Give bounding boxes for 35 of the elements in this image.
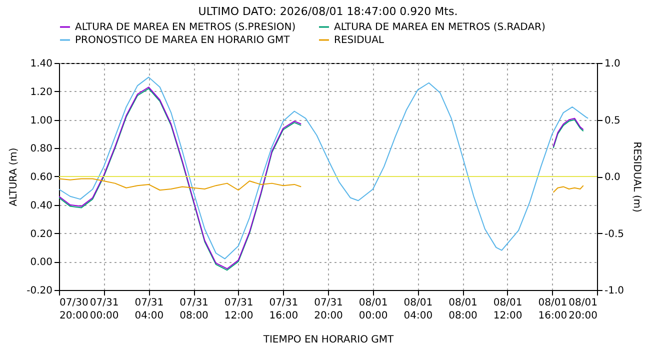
y2-tick-label: -0.5: [604, 228, 624, 240]
x-tick-label: 07/31 08:00: [180, 298, 208, 322]
x-tick-label: 07/31 00:00: [90, 298, 119, 322]
y-tick-label: 1.00: [30, 115, 52, 126]
y-tick-label: 1.20: [30, 86, 52, 98]
legend-label: ALTURA DE MAREA EN METROS (S.RADAR): [334, 22, 546, 33]
legend-label: ALTURA DE MAREA EN METROS (S.PRESION): [75, 22, 296, 33]
y2-tick-label: -1.0: [604, 286, 624, 296]
y2-tick-label: 0.0: [604, 172, 620, 183]
y-axis-title: ALTURA (m): [8, 148, 20, 206]
x-tick-label: 08/01 04:00: [404, 298, 433, 322]
y-tick-label: 0.60: [30, 172, 52, 183]
y2-axis-title: RESIDUAL (m): [631, 142, 642, 212]
y-tick-label: 0.40: [30, 200, 52, 212]
x-tick-label: 08/01 12:00: [493, 298, 522, 322]
x-tick-label: 07/31 16:00: [269, 298, 298, 322]
x-tick-label: 07/31 20:00: [314, 298, 343, 322]
x-axis-title: TIEMPO EN HORARIO GMT: [262, 334, 395, 346]
y2-tick-label: 1.0: [604, 58, 620, 70]
chart-title: ULTIMO DATO: 2026/08/01 18:47:00 0.920 Mts.: [198, 5, 458, 18]
y-tick-label: 1.40: [30, 58, 52, 70]
x-tick-label: 08/01 00:00: [358, 298, 388, 322]
x-tick-label: 07/31 12:00: [224, 298, 254, 322]
x-tick-label: 07/31 04:00: [134, 298, 164, 322]
legend-label: RESIDUAL: [334, 35, 384, 46]
x-tick-label: 08/01 16:00: [538, 298, 568, 322]
y-tick-label: 0.20: [30, 228, 52, 240]
y-tick-label: 0.80: [30, 144, 52, 155]
x-tick-label: 07/30 20:00: [60, 298, 88, 322]
y-tick-label: 0.00: [30, 257, 52, 268]
legend-label: PRONOSTICO DE MAREA EN HORARIO GMT: [75, 35, 291, 46]
y2-tick-label: 0.5: [604, 115, 620, 126]
x-tick-label: 08/01 20:00: [568, 298, 598, 322]
x-tick-label: 08/01 08:00: [448, 298, 478, 322]
y-tick-label: -0.20: [26, 286, 52, 296]
